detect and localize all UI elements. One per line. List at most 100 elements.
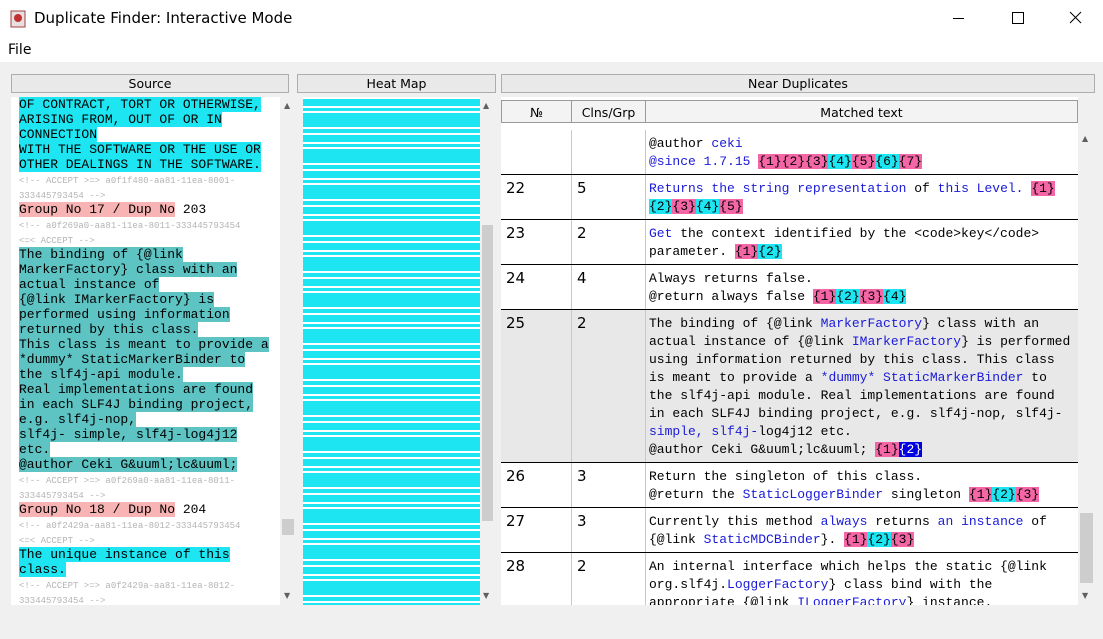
scrollbar[interactable]: ▲ ▼	[1078, 130, 1095, 605]
text-segment: {@link IMarkerFactory} is	[19, 292, 215, 307]
near-duplicates-header[interactable]: Near Duplicates	[501, 74, 1095, 93]
text-segment: <!-- a0f2429a-aa81-11ea-8012-33344579345…	[19, 521, 241, 531]
text-segment: {4}	[695, 199, 720, 214]
column-header[interactable]: №	[501, 100, 572, 123]
source-line: <!-- ACCEPT >=> a0f269a0-aa81-11ea-8011-	[19, 472, 235, 487]
text-segment: Currently this method	[649, 514, 821, 529]
text-segment: in each SLF4J binding project, e.g. slf4…	[649, 406, 1063, 421]
text-segment: *dummy* StaticMarkerBinder to	[19, 352, 246, 367]
text-segment: @return always false	[649, 289, 813, 304]
column-header[interactable]: Clns/Grp	[572, 100, 646, 123]
table-row[interactable]: 26 3 Return the singleton of this class. @r…	[501, 463, 1078, 508]
text-segment: {@link	[649, 532, 704, 547]
matched-text-cell: Always returns false. @return always fals…	[646, 265, 1078, 309]
text-segment: Real implementations are found	[19, 382, 254, 397]
text-segment: returns	[867, 514, 938, 529]
scrollbar[interactable]: ▲ ▼	[480, 97, 495, 605]
text-segment: ARISING FROM, OUT OF OR IN	[19, 112, 222, 127]
text-segment: using information returned by this class…	[649, 352, 1055, 367]
matched-text-cell: Get the context identified by the <code>…	[646, 220, 1078, 264]
number-cell: 25	[501, 310, 572, 462]
table-row[interactable]: 23 2 Get the context identified by the <co…	[501, 220, 1078, 265]
text-segment: actual instance of {@link	[649, 334, 852, 349]
text-segment: {2}	[758, 244, 782, 259]
text-line: {2}{3}{4}{5}	[646, 198, 1078, 216]
app-icon	[10, 10, 26, 28]
text-segment: 204	[175, 502, 207, 517]
source-header[interactable]: Source	[11, 74, 289, 93]
text-segment: slf4j- simple, slf4j-log4j12	[19, 427, 238, 442]
text-line: @return the StaticLoggerBinder singleton…	[646, 486, 1078, 504]
clones-cell: 5	[572, 175, 646, 219]
matched-text-cell: The binding of {@link MarkerFactory} cla…	[646, 310, 1078, 462]
text-segment: {6}	[875, 154, 899, 169]
column-header[interactable]: Matched text	[646, 100, 1078, 123]
table-row[interactable]: 28 2 An internal interface which helps the…	[501, 553, 1078, 605]
text-segment: {3}	[805, 154, 829, 169]
text-line: @author Ceki G&uuml;lc&uuml; {1}{2}	[646, 441, 1078, 459]
text-segment: 203	[175, 202, 207, 217]
maximize-button[interactable]	[995, 0, 1045, 38]
text-segment: ceki	[711, 136, 743, 151]
text-line: Return the singleton of this class.	[646, 468, 1078, 486]
clones-cell: 3	[572, 463, 646, 507]
text-segment: MarkerFactory} class with an	[19, 262, 238, 277]
close-button[interactable]	[1052, 0, 1103, 38]
text-segment: {5}	[851, 154, 876, 169]
text-segment: the slf4j-api module.	[19, 367, 183, 382]
text-segment: {1}	[812, 289, 837, 304]
number-cell: 28	[501, 553, 572, 605]
text-segment: @author	[649, 136, 712, 151]
source-line: Group No 18 / Dup No 204	[19, 502, 206, 517]
text-segment: log4j12 etc.	[758, 424, 852, 439]
text-segment: {3}	[672, 199, 696, 214]
text-line: in each SLF4J binding project, e.g. slf4…	[646, 405, 1078, 423]
text-segment: 333445793454 -->	[19, 191, 106, 201]
text-segment: <!-- ACCEPT >=> a0f1f480-aa81-11ea-8001-	[19, 176, 236, 186]
table-row[interactable]: 22 5 Returns the string representation of …	[501, 175, 1078, 220]
source-line: OTHER DEALINGS IN THE SOFTWARE.	[19, 157, 261, 172]
text-segment: in each SLF4J binding project,	[19, 397, 254, 412]
matched-text-cell: @author ceki @since 1.7.15 {1}{2}{3}{4}{5…	[646, 130, 1078, 174]
window-controls	[940, 0, 1103, 38]
text-segment: {5}	[719, 199, 743, 214]
text-segment: simple, slf4j-	[649, 424, 759, 439]
text-line: org.slf4j.LoggerFactory} class bind with…	[646, 576, 1078, 594]
text-segment: StaticLoggerBinder	[742, 487, 884, 502]
source-line: <!-- a0f2429a-aa81-11ea-8012-33344579345…	[19, 517, 240, 532]
text-segment: to	[1023, 370, 1047, 385]
text-line: Returns the string representation of thi…	[646, 180, 1078, 198]
text-segment: an instance	[937, 514, 1024, 529]
table-row[interactable]: 25 2 The binding of {@link MarkerFactory} …	[501, 310, 1078, 463]
text-segment: IMarkerFactory	[851, 334, 962, 349]
text-segment: Always returns false.	[649, 271, 813, 286]
clones-cell	[572, 130, 646, 174]
table-row[interactable]: 24 4 Always returns false. @return always f…	[501, 265, 1078, 310]
source-line: in each SLF4J binding project,	[19, 397, 254, 412]
scrollbar[interactable]: ▲ ▼	[280, 97, 296, 605]
source-line: {@link IMarkerFactory} is	[19, 292, 215, 307]
text-line: The binding of {@link MarkerFactory} cla…	[646, 315, 1078, 333]
matched-text-cell: Currently this method always returns an …	[646, 508, 1078, 552]
menu-item[interactable]: File	[8, 42, 32, 58]
text-line: is meant to provide a *dummy* StaticMark…	[646, 369, 1078, 387]
minimize-button[interactable]	[940, 0, 990, 38]
source-line: etc.	[19, 442, 51, 457]
source-line: <=< ACCEPT -->	[19, 532, 95, 547]
text-segment: StaticMDCBinder	[703, 532, 821, 547]
text-segment: } class bind with the	[828, 577, 993, 592]
table-row[interactable]: 27 3 Currently this method always returns …	[501, 508, 1078, 553]
source-line: 333445793454 -->	[19, 487, 105, 502]
text-line: Always returns false.	[646, 270, 1078, 288]
text-segment: Returns the string representation	[649, 181, 907, 196]
table-row[interactable]: @author ceki @since 1.7.15 {1}{2}{3}{4}{5…	[501, 130, 1078, 175]
text-line: actual instance of {@link IMarkerFactory…	[646, 333, 1078, 351]
text-segment: {4}	[883, 289, 907, 304]
text-segment: @since 1.7.15	[649, 154, 751, 169]
number-cell	[501, 130, 572, 174]
text-segment: the context identified by the <code>key<…	[672, 226, 1040, 241]
heatmap-header[interactable]: Heat Map	[297, 74, 496, 93]
source-line: <=< ACCEPT -->	[19, 232, 95, 247]
text-segment: etc.	[19, 442, 51, 457]
